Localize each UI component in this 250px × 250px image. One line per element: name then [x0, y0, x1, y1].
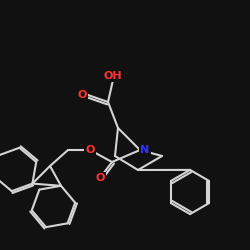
- Text: O: O: [95, 173, 105, 183]
- Text: O: O: [85, 145, 95, 155]
- Text: OH: OH: [104, 71, 122, 81]
- Text: O: O: [77, 90, 87, 100]
- Text: N: N: [140, 145, 149, 155]
